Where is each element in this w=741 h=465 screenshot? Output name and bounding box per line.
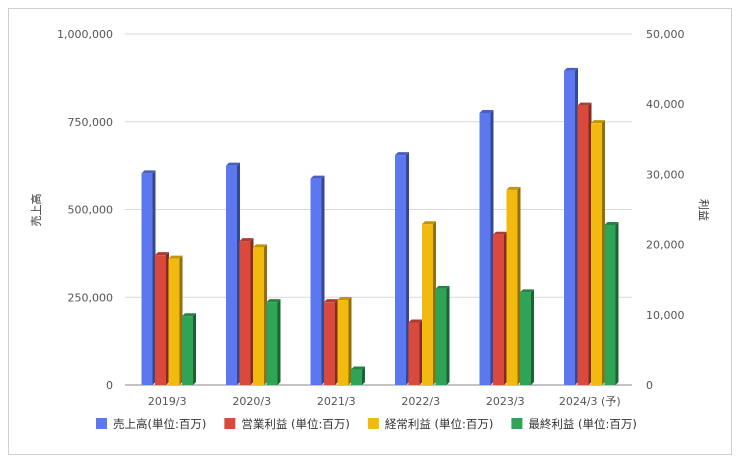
category-label: 2019/3 [148,395,187,408]
left-tick-label: 250,000 [68,291,114,304]
bar [408,319,423,385]
left-tick-label: 750,000 [68,116,114,129]
left-tick-label: 500,000 [68,204,114,217]
legend-label: 経常利益 (単位:百万) [385,417,494,431]
left-axis-title: 売上高 [29,194,43,227]
bar [239,238,254,385]
category-label: 2024/3 (予) [559,395,621,408]
category-labels: 2019/3 2020/3 2021/3 2022/3 2023/3 2024/3 (予) [148,395,621,408]
legend-item[interactable]: 売上高(単位:百万) [96,417,206,431]
bar [324,299,338,385]
left-tick-label: 1,000,000 [57,28,113,41]
bar [422,221,436,385]
legend-item[interactable]: 営業利益 (単位:百万) [224,417,350,431]
bar [479,109,494,385]
category-label: 2020/3 [232,395,271,408]
legend-label: 最終利益 (単位:百万) [528,417,637,431]
bar [226,162,240,385]
bar [564,67,578,385]
grid-lines [125,33,632,386]
bar [577,102,592,385]
bar [351,366,365,385]
bar [435,285,450,385]
bar [493,231,507,385]
legend-item[interactable]: 経常利益 (単位:百万) [367,417,494,431]
legend-swatch [367,418,379,429]
bar [591,120,605,386]
bar [266,299,281,385]
legend-label: 売上高(単位:百万) [113,417,206,431]
right-tick-label: 30,000 [646,168,685,181]
bar [182,313,196,385]
category-label: 2022/3 [401,395,440,408]
bar [337,297,352,385]
right-tick-label: 50,000 [646,28,685,41]
right-axis-title: 利益 [697,199,711,221]
bar [520,289,534,385]
bar [310,175,325,385]
right-tick-label: 0 [646,379,653,392]
right-tick-label: 20,000 [646,239,685,252]
bars [141,67,619,386]
legend-swatch [511,418,523,429]
bar [604,221,619,385]
legend-item[interactable]: 最終利益 (単位:百万) [511,417,637,431]
right-tick-label: 10,000 [646,309,685,322]
left-tick-label: 0 [106,379,113,392]
left-axis-ticks: 0 250,000 500,000 750,000 1,000,000 [57,28,113,392]
legend-swatch [96,418,107,429]
right-axis-ticks: 0 10,000 20,000 30,000 40,000 50,000 [646,28,685,392]
bar [168,255,183,385]
bar [395,152,409,385]
legend-label: 営業利益 (単位:百万) [241,417,350,431]
category-label: 2021/3 [317,395,356,408]
bar [141,170,156,385]
legend: 売上高(単位:百万) 営業利益 (単位:百万) 経常利益 (単位:百万) 最終利益 (… [96,417,637,431]
bar [155,252,169,385]
legend-swatch [224,418,236,429]
bar [253,244,267,385]
right-tick-label: 40,000 [646,98,685,111]
category-label: 2023/3 [486,395,525,408]
bar [506,186,521,385]
